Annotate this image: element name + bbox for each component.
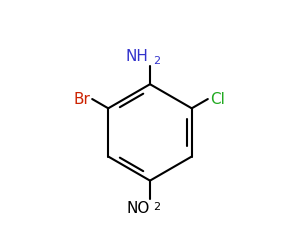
Text: Br: Br <box>73 92 90 106</box>
Text: 2: 2 <box>153 56 160 66</box>
Text: NH: NH <box>126 50 149 64</box>
Text: 2: 2 <box>154 202 160 212</box>
Text: NO: NO <box>126 201 149 216</box>
Text: Cl: Cl <box>210 92 225 106</box>
